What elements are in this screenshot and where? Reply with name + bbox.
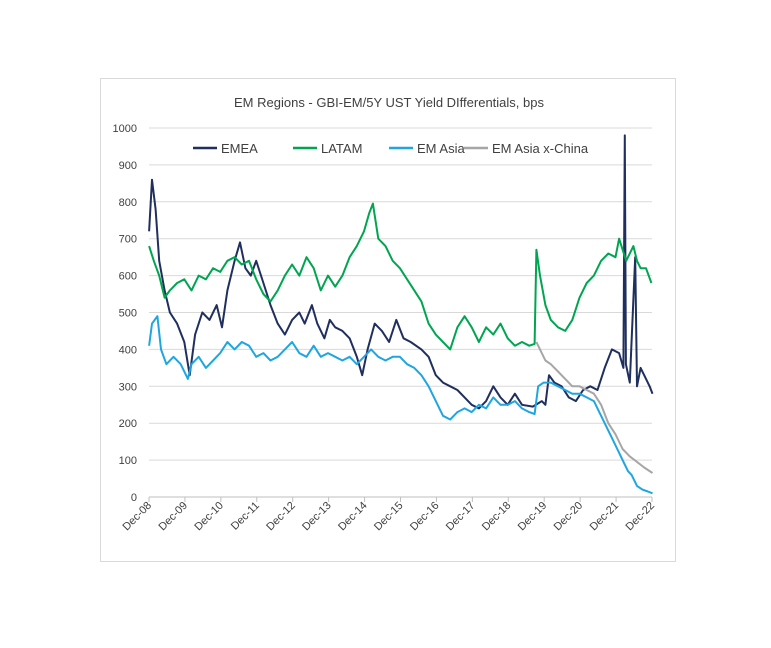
y-tick-label: 200 xyxy=(119,418,137,430)
series-line-emea xyxy=(148,134,654,410)
series-lines xyxy=(148,134,654,495)
x-tick-label: Dec-14 xyxy=(336,500,370,534)
series-line-latam xyxy=(148,202,653,351)
x-tick-label: Dec-13 xyxy=(300,500,334,534)
x-tick-label: Dec-17 xyxy=(444,500,478,534)
legend-label: EMEA xyxy=(221,141,258,156)
x-tick-label: Dec-10 xyxy=(192,500,226,534)
x-tick-label: Dec-16 xyxy=(408,500,442,534)
x-tick-label: Dec-11 xyxy=(229,500,262,533)
legend-label: LATAM xyxy=(321,141,362,156)
x-tick-label: Dec-22 xyxy=(624,500,658,534)
x-tick-label: Dec-21 xyxy=(588,500,622,534)
y-tick-label: 500 xyxy=(119,308,137,320)
legend: EMEA LATAM EM Asia EM Asia x-China xyxy=(193,141,589,156)
y-tick-label: 400 xyxy=(119,344,137,356)
x-tick-label: Dec-08 xyxy=(121,500,155,534)
y-tick-label: 700 xyxy=(119,234,137,246)
x-tick-label: Dec-18 xyxy=(480,500,514,534)
x-tick-label: Dec-09 xyxy=(156,500,190,534)
chart-frame: EM Regions - GBI-EM/5Y UST Yield DIffere… xyxy=(100,78,676,562)
x-tick-label: Dec-15 xyxy=(372,500,406,534)
y-tick-label: 100 xyxy=(119,455,137,467)
y-tick-label: 900 xyxy=(119,160,137,172)
gridlines xyxy=(149,127,652,461)
y-tick-label: 0 xyxy=(131,492,137,504)
y-tick-label: 1000 xyxy=(113,123,137,135)
x-tick-label: Dec-19 xyxy=(516,500,550,534)
x-tick-label: Dec-20 xyxy=(552,500,586,534)
series-line-em-asia-x-china xyxy=(535,341,654,474)
chart-title: EM Regions - GBI-EM/5Y UST Yield DIffere… xyxy=(234,95,544,110)
legend-label: EM Asia x-China xyxy=(492,141,589,156)
y-tick-label: 600 xyxy=(119,271,137,283)
legend-label: EM Asia xyxy=(417,141,465,156)
y-tick-label: 300 xyxy=(119,381,137,393)
series-line-em-asia xyxy=(148,315,653,495)
chart-canvas: EM Regions - GBI-EM/5Y UST Yield DIffere… xyxy=(113,95,658,533)
y-tick-label: 800 xyxy=(119,197,137,209)
x-tick-label: Dec-12 xyxy=(264,500,298,534)
